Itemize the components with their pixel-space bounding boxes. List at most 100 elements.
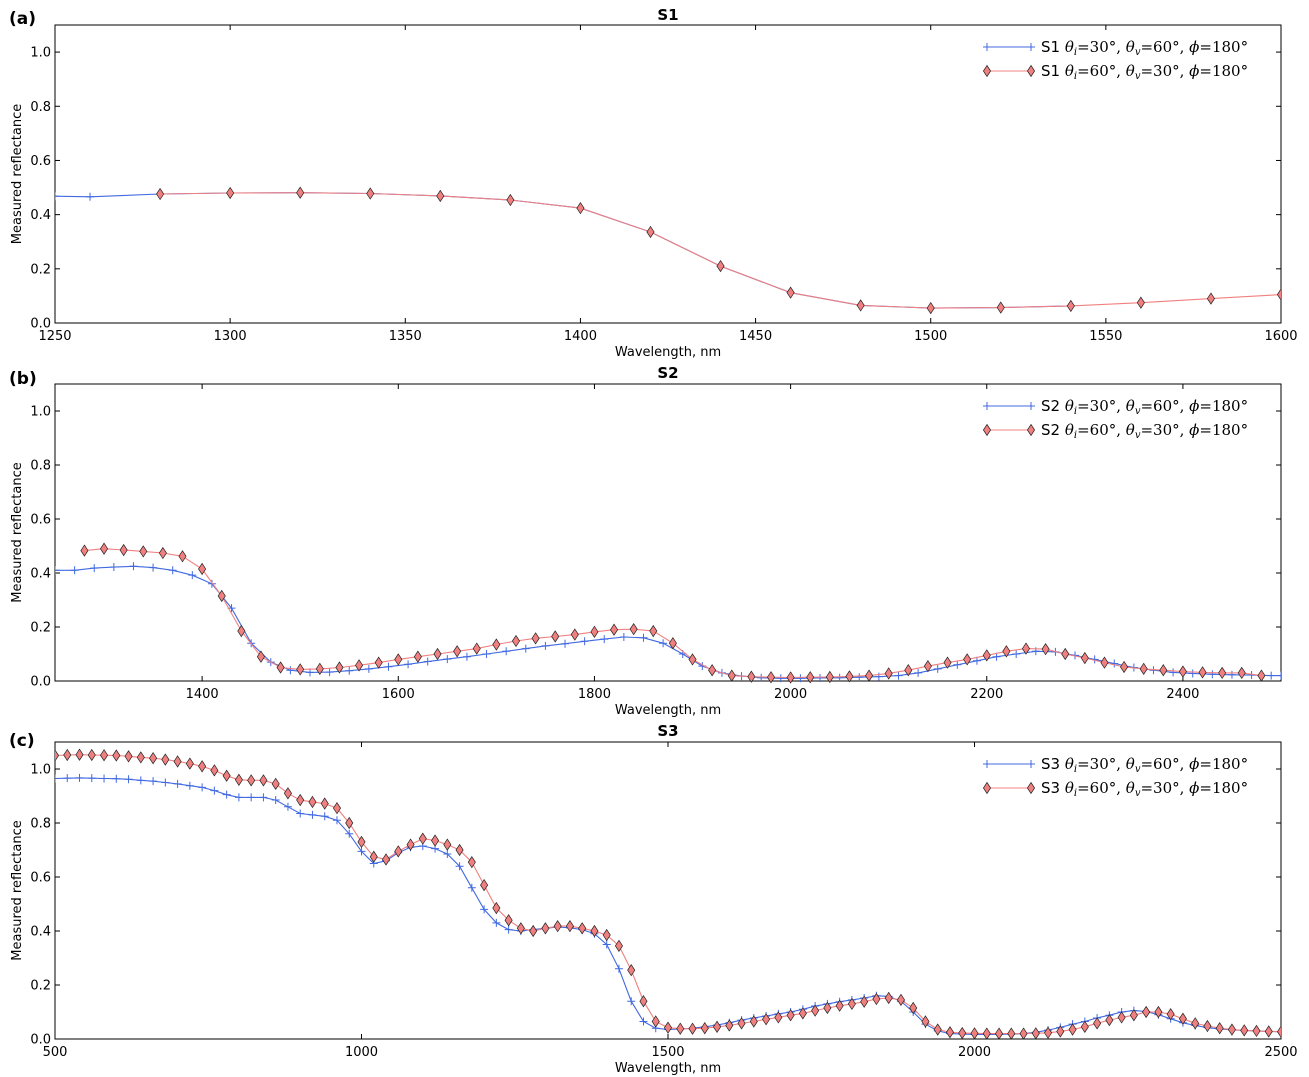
legend-marker	[1027, 760, 1035, 768]
data-point	[332, 802, 341, 815]
y-tick-label: 0.6	[30, 154, 51, 169]
data-point	[1277, 671, 1281, 680]
data-point	[1191, 1017, 1200, 1030]
data-point	[516, 922, 525, 935]
x-tick-label: 2000	[774, 687, 807, 702]
data-point	[286, 666, 295, 675]
data-point	[614, 939, 623, 952]
data-point	[413, 650, 422, 663]
y-tick-label: 0.8	[30, 100, 51, 115]
data-point	[565, 920, 574, 933]
data-point	[492, 918, 501, 927]
data-point	[551, 630, 560, 643]
data-point	[188, 571, 197, 580]
plot-frame	[54, 741, 1282, 1040]
data-point	[923, 660, 932, 673]
data-point	[210, 764, 219, 777]
data-point	[1142, 1005, 1151, 1019]
legend-marker	[983, 760, 991, 768]
data-point	[1041, 643, 1050, 656]
data-point	[1068, 1023, 1077, 1036]
data-point	[247, 793, 256, 802]
data-point	[1120, 660, 1129, 674]
y-tick-label: 0.0	[30, 675, 51, 690]
data-point	[590, 625, 599, 638]
data-point	[1105, 1013, 1114, 1027]
data-point	[418, 832, 427, 845]
x-tick-label: 1500	[914, 329, 947, 344]
data-point	[561, 639, 570, 648]
data-point	[308, 810, 317, 819]
data-point	[511, 634, 520, 648]
data-point	[659, 639, 668, 648]
data-point	[1100, 656, 1109, 669]
data-point	[953, 660, 962, 669]
data-point	[811, 1004, 820, 1017]
data-point	[1206, 292, 1215, 305]
y-axis-label: Measured reflectance	[10, 104, 25, 244]
data-point	[112, 774, 121, 783]
data-point	[1129, 1009, 1138, 1022]
data-point	[296, 663, 305, 676]
data-point	[406, 838, 415, 851]
data-point	[1276, 288, 1281, 301]
x-tick-label: 1600	[382, 687, 415, 702]
panel-label: (b)	[9, 369, 37, 389]
data-point	[725, 1019, 734, 1032]
x-tick-label: 500	[43, 1045, 68, 1060]
data-point	[639, 1017, 648, 1026]
panel-label: (c)	[9, 731, 35, 751]
data-point	[823, 1001, 832, 1015]
data-point	[480, 905, 489, 914]
data-point	[178, 550, 187, 563]
data-point	[1136, 296, 1145, 309]
data-point	[909, 1001, 918, 1015]
data-point	[521, 644, 530, 653]
data-point	[933, 664, 942, 673]
data-layer	[55, 748, 1281, 1040]
data-point	[926, 301, 935, 315]
data-layer	[55, 186, 1281, 315]
data-point	[423, 657, 432, 666]
data-point	[896, 993, 905, 1006]
data-point	[198, 760, 207, 773]
x-tick-label: 1500	[651, 1045, 684, 1060]
y-tick-label: 0.4	[30, 208, 51, 223]
data-point	[462, 652, 471, 661]
data-point	[995, 1027, 1004, 1040]
data-point	[1093, 1017, 1102, 1030]
y-tick-label: 0.8	[30, 817, 51, 832]
data-point	[492, 901, 501, 915]
data-point	[570, 628, 579, 641]
data-point	[1227, 1023, 1236, 1036]
data-point	[70, 566, 79, 575]
data-point	[1012, 650, 1021, 658]
data-point	[816, 674, 825, 683]
data-point	[472, 642, 481, 655]
legend-marker	[1026, 423, 1036, 437]
data-point	[1110, 659, 1119, 668]
data-point	[55, 749, 60, 762]
data-point	[757, 673, 766, 682]
data-point	[271, 777, 280, 790]
data-point	[443, 838, 452, 851]
data-point	[100, 749, 109, 762]
data-point	[798, 1007, 807, 1020]
data-point	[119, 543, 128, 557]
data-point	[80, 544, 89, 557]
legend-entry: S3 θi=60°, θv=30°, ϕ=180°	[1041, 779, 1248, 799]
legend: S2 θi=30°, θv=60°, ϕ=180° S2 θi=60°, θv=3…	[982, 397, 1248, 441]
data-point	[139, 545, 148, 558]
data-point	[602, 940, 611, 949]
data-point	[766, 671, 776, 684]
x-tick-label: 1600	[1264, 329, 1297, 344]
data-point	[173, 755, 182, 768]
chart-title: S1	[657, 6, 678, 24]
data-point	[992, 652, 1001, 661]
data-point	[124, 750, 133, 763]
data-point	[63, 748, 72, 762]
data-point	[1169, 668, 1178, 677]
y-tick-label: 0.6	[30, 513, 51, 528]
data-point	[283, 802, 292, 811]
data-point	[75, 773, 84, 782]
